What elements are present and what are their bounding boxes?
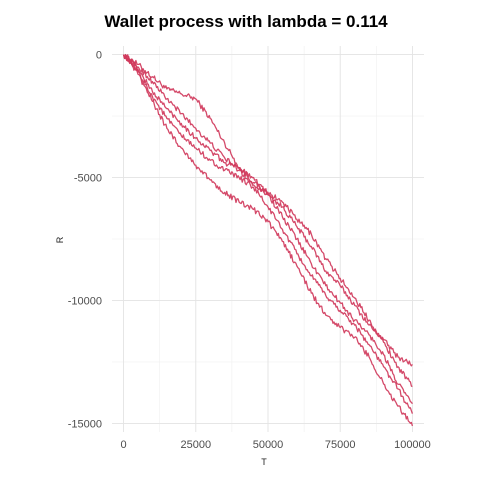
x-tick-label: 100000 <box>394 439 431 451</box>
y-axis-ticks: 0 -5000 -10000 -15000 <box>68 50 102 431</box>
y-tick-label: -10000 <box>68 295 102 307</box>
series-line <box>122 54 414 414</box>
series-line <box>122 53 413 388</box>
x-tick-label: 50000 <box>253 439 284 451</box>
x-tick-label: 75000 <box>325 439 356 451</box>
series-line <box>122 54 414 427</box>
y-tick-label: -15000 <box>68 418 102 430</box>
grid <box>112 46 424 432</box>
chart-title: Wallet process with lambda = 0.114 <box>104 12 388 31</box>
x-axis-ticks: 0 25000 50000 75000 100000 <box>120 439 430 451</box>
y-tick-label: 0 <box>96 50 102 62</box>
series-layer <box>122 53 414 427</box>
series-line <box>122 54 413 405</box>
x-tick-label: 0 <box>120 439 126 451</box>
x-tick-label: 25000 <box>180 439 211 451</box>
y-tick-label: -5000 <box>74 173 102 185</box>
y-axis-label: R <box>55 236 65 243</box>
x-axis-label: T <box>261 457 267 467</box>
